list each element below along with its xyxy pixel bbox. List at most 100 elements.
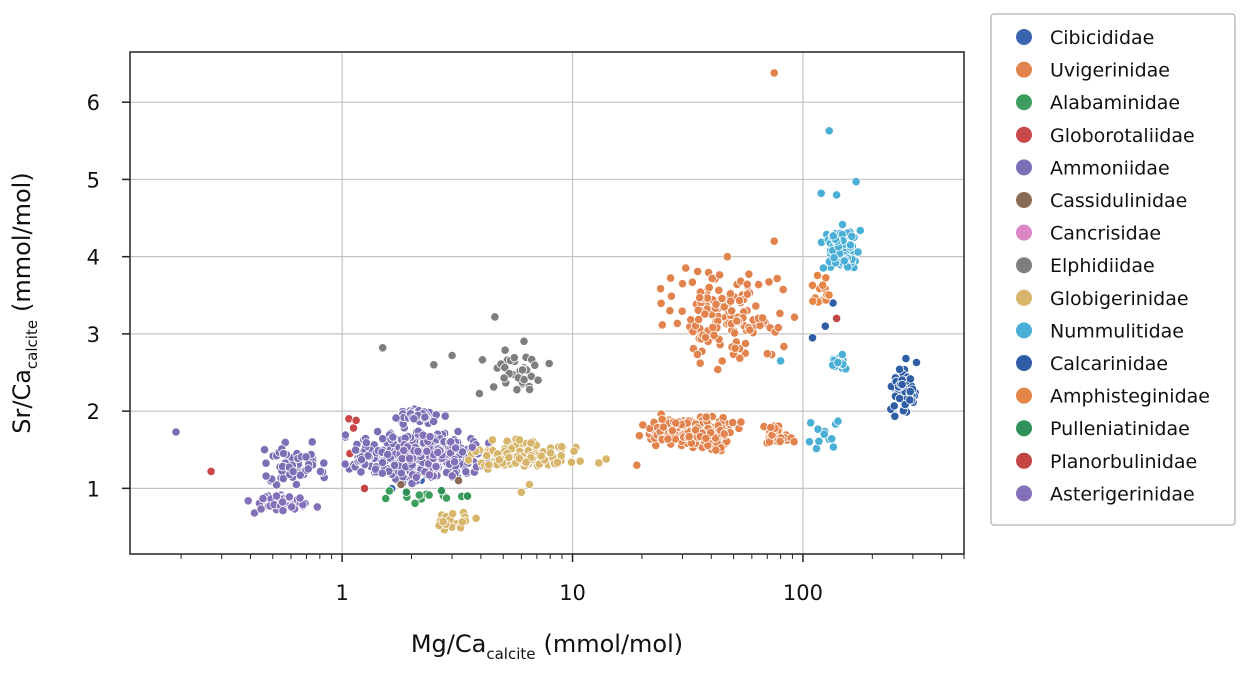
- scatter-point: [814, 436, 824, 446]
- scatter-point: [693, 305, 703, 315]
- scatter-point: [303, 464, 313, 474]
- scatter-point: [422, 446, 432, 456]
- scatter-point: [414, 490, 424, 500]
- legend-item: Pulleniatinidae: [1016, 418, 1190, 440]
- scatter-points: [171, 68, 922, 535]
- scatter-point: [278, 505, 288, 516]
- scatter-point: [457, 447, 467, 457]
- legend-item: Globigerinidae: [1016, 288, 1189, 310]
- scatter-point: [824, 290, 834, 300]
- scatter-point: [569, 446, 579, 456]
- scatter-point: [911, 357, 922, 368]
- scatter-point: [461, 467, 471, 477]
- scatter-point: [499, 373, 509, 383]
- scatter-point: [424, 490, 434, 500]
- plot-frame: [129, 51, 965, 555]
- scatter-point: [370, 464, 381, 474]
- scatter-point: [851, 177, 861, 187]
- scatter-point: [429, 416, 439, 427]
- legend-label: Globigerinidae: [1050, 288, 1189, 310]
- scatter-point: [694, 314, 704, 325]
- scatter-point: [474, 388, 484, 399]
- scatter-point: [855, 225, 865, 236]
- scatter-point: [377, 468, 387, 478]
- scatter-point: [261, 458, 271, 468]
- scatter-point: [690, 425, 701, 435]
- scatter-point: [772, 273, 782, 284]
- scatter-point: [728, 417, 738, 428]
- legend-marker: [1016, 61, 1032, 78]
- legend-item: Uvigerinidae: [1016, 60, 1170, 82]
- scatter-point: [594, 458, 604, 468]
- scatter-point: [457, 517, 467, 527]
- scatter-point: [729, 328, 740, 338]
- scatter-point: [813, 424, 823, 434]
- y-tick-label: 4: [87, 246, 100, 270]
- scatter-point: [687, 277, 698, 287]
- grid-lines: [130, 52, 964, 554]
- scatter-point: [735, 353, 745, 363]
- scatter-point: [438, 517, 448, 527]
- scatter-point: [467, 442, 477, 452]
- scatter-point: [287, 502, 297, 512]
- scatter-point: [243, 496, 253, 506]
- scatter-point: [295, 470, 305, 480]
- scatter-point: [665, 273, 676, 283]
- scatter-point: [381, 493, 391, 504]
- scatter-point: [704, 282, 714, 292]
- scatter-point: [692, 349, 703, 359]
- scatter-point: [258, 493, 268, 504]
- legend-marker: [1016, 289, 1032, 306]
- scatter-point: [312, 502, 322, 512]
- legend-label: Pulleniatinidae: [1050, 418, 1190, 440]
- y-tick-label: 3: [87, 323, 100, 347]
- legend-label: Planorbulinidae: [1050, 451, 1197, 473]
- scatter-point: [566, 457, 577, 467]
- scatter-point: [429, 360, 439, 370]
- scatter-point: [171, 427, 181, 437]
- legend-frame: [990, 13, 1236, 526]
- scatter-point: [463, 455, 474, 465]
- scatter-point: [769, 236, 779, 246]
- scatter-point: [905, 395, 915, 405]
- scatter-point: [901, 353, 911, 364]
- scatter-point: [681, 263, 691, 273]
- scatter-point: [383, 449, 393, 459]
- scatter-point: [447, 350, 457, 361]
- scatter-point: [657, 414, 667, 424]
- legend-item: Cancrisidae: [1016, 223, 1161, 245]
- scatter-point: [839, 256, 849, 266]
- scatter-point: [714, 285, 724, 295]
- legend-label: Cancrisidae: [1050, 223, 1161, 245]
- scatter-point: [431, 461, 441, 472]
- legend-label: Cassidulinidae: [1050, 190, 1187, 212]
- legend-item: Ammoniidae: [1016, 157, 1170, 179]
- scatter-point: [484, 460, 494, 470]
- scatter-point: [657, 320, 667, 330]
- scatter-point: [807, 280, 818, 290]
- scatter-point: [658, 422, 669, 432]
- scatter-point: [890, 411, 900, 421]
- scatter-point: [420, 412, 430, 422]
- scatter-point: [447, 471, 457, 481]
- scatter-point: [701, 412, 711, 422]
- scatter-point: [425, 432, 435, 442]
- legend-marker: [1016, 224, 1032, 241]
- legend-marker: [1016, 94, 1032, 111]
- legend-item: Cibicididae: [1016, 27, 1154, 49]
- scatter-point: [277, 497, 288, 507]
- scatter-point: [707, 273, 717, 283]
- scatter-point: [295, 493, 305, 503]
- scatter-point: [806, 418, 816, 428]
- legend-marker: [1016, 485, 1032, 502]
- scatter-point: [734, 295, 745, 306]
- scatter-point: [399, 445, 409, 456]
- y-axis-label: Sr/Cacalcite(mmol/mol): [8, 172, 41, 433]
- scatter-point: [378, 343, 388, 353]
- scatter-point: [665, 306, 675, 316]
- scatter-point: [249, 508, 260, 518]
- scatter-point: [827, 434, 837, 444]
- scatter-point: [804, 437, 815, 447]
- legend-label: Elphidiidae: [1050, 255, 1155, 277]
